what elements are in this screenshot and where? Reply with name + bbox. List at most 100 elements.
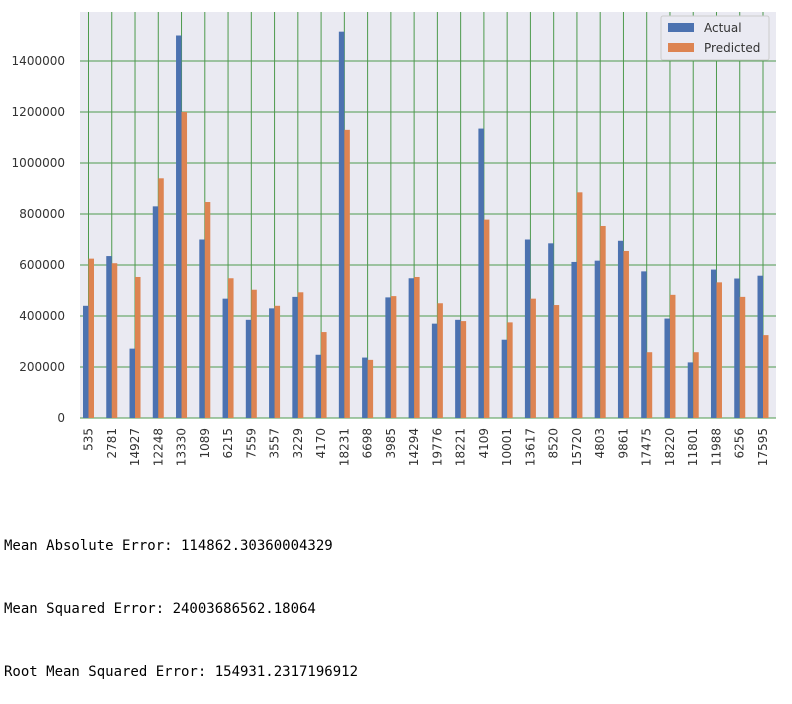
metrics-output: Mean Absolute Error: 114862.30360004329 …: [4, 494, 358, 704]
root-mean-squared-error: Root Mean Squared Error: 154931.23171969…: [4, 664, 359, 680]
y-tick-label: 1200000: [12, 105, 65, 119]
x-tick-label: 7559: [244, 428, 258, 459]
x-tick-label: 17475: [640, 428, 654, 466]
x-tick-label: 14927: [128, 428, 142, 466]
bar-predicted-6215: [228, 278, 234, 418]
bar-predicted-14294: [414, 276, 420, 418]
bar-predicted-4170: [321, 332, 327, 418]
x-tick-label: 15720: [570, 428, 584, 466]
bar-actual-17595: [757, 275, 763, 418]
bar-actual-3985: [385, 297, 391, 418]
plot-background: [80, 12, 776, 418]
bar-predicted-3229: [297, 292, 304, 418]
bar-actual-6256: [734, 278, 740, 418]
y-axis-ticks: 0 200000 400000 600000 800000 1000000 1200000 1…: [12, 54, 65, 425]
y-tick-label: 200000: [19, 360, 65, 374]
bar-predicted-18231: [344, 129, 350, 418]
bar-actual-7559: [245, 319, 252, 418]
bar-predicted-8520: [553, 305, 560, 418]
x-tick-label: 535: [82, 428, 96, 451]
bar-actual-13330: [176, 35, 182, 418]
bar-predicted-11801: [693, 352, 699, 418]
x-tick-label: 13617: [523, 428, 537, 466]
bar-actual-6215: [222, 298, 229, 418]
y-tick-label: 1400000: [12, 54, 65, 68]
mean-squared-error: Mean Squared Error: 24003686562.18064: [4, 601, 316, 617]
bar-actual-12248: [152, 206, 159, 418]
x-tick-label: 4170: [314, 428, 328, 459]
bar-predicted-19776: [437, 303, 443, 418]
bar-actual-4170: [315, 354, 322, 418]
bar-actual-3557: [269, 308, 275, 418]
x-tick-label: 19776: [430, 428, 444, 466]
bar-actual-6698: [362, 357, 368, 418]
bar-predicted-2781: [111, 263, 118, 418]
bar-predicted-3557: [274, 305, 281, 418]
bar-actual-11801: [687, 362, 694, 418]
bar-predicted-14927: [135, 276, 141, 418]
x-tick-label: 14294: [407, 428, 421, 466]
bar-predicted-4803: [600, 225, 606, 418]
bar-actual-9861: [617, 240, 624, 418]
x-tick-label: 18231: [337, 428, 351, 466]
bar-actual-11988: [710, 269, 717, 418]
bar-actual-4109: [478, 128, 484, 418]
x-tick-label: 4803: [593, 428, 607, 459]
bar-predicted-18220: [669, 294, 676, 418]
x-tick-label: 6256: [733, 428, 747, 459]
x-tick-label: 3557: [268, 428, 282, 459]
bar-actual-8520: [548, 243, 554, 418]
x-tick-label: 10001: [500, 428, 514, 466]
x-tick-label: 1089: [198, 428, 212, 459]
bar-actual-15720: [571, 261, 577, 418]
bar-actual-3229: [292, 296, 298, 418]
bar-predicted-10001: [507, 322, 513, 418]
bar-predicted-18221: [460, 321, 467, 418]
legend-label-actual: Actual: [704, 21, 742, 35]
x-tick-label: 13330: [175, 428, 189, 466]
bar-predicted-13330: [181, 112, 188, 418]
bar-actual-18231: [338, 31, 345, 419]
bar-actual-19776: [431, 323, 438, 418]
y-tick-label: 400000: [19, 309, 65, 323]
legend: Actual Predicted: [660, 15, 770, 61]
bar-predicted-6256: [739, 296, 746, 418]
bar-predicted-17595: [763, 335, 769, 418]
bar-actual-10001: [501, 339, 508, 418]
x-tick-label: 3985: [384, 428, 398, 459]
x-tick-label: 11988: [709, 428, 723, 466]
bar-predicted-6698: [367, 359, 374, 418]
x-tick-label: 12248: [151, 428, 165, 466]
x-tick-label: 6698: [361, 428, 375, 459]
x-tick-label: 18220: [663, 428, 677, 466]
x-tick-label: 4109: [477, 428, 491, 459]
bar-predicted-3985: [390, 296, 397, 418]
bar-predicted-15720: [576, 192, 583, 418]
bar-actual-17475: [641, 271, 647, 418]
legend-swatch-actual: [668, 23, 694, 32]
bar-predicted-535: [88, 258, 94, 418]
bar-actual-535: [83, 305, 89, 418]
bar-actual-13617: [524, 239, 531, 418]
x-tick-label: 6215: [221, 428, 235, 459]
bar-predicted-1089: [204, 202, 211, 418]
x-tick-label: 3229: [291, 428, 305, 459]
bar-predicted-9861: [623, 250, 629, 418]
mean-absolute-error: Mean Absolute Error: 114862.30360004329: [4, 538, 333, 554]
x-tick-label: 17595: [756, 428, 770, 466]
bar-actual-18220: [664, 318, 670, 418]
bar-predicted-13617: [530, 298, 536, 418]
legend-swatch-predicted: [668, 43, 694, 52]
x-tick-label: 9861: [616, 428, 630, 459]
bar-actual-18221: [455, 319, 461, 418]
bar-predicted-4109: [483, 219, 490, 418]
y-tick-label: 800000: [19, 207, 65, 221]
bar-actual-2781: [106, 256, 112, 418]
x-axis-ticks: 535 2781 14927 12248 13330 1089 6215 7559 3557 32…: [82, 428, 771, 466]
bars: [83, 31, 769, 419]
y-tick-label: 0: [57, 411, 65, 425]
x-tick-label: 2781: [105, 428, 119, 459]
bar-predicted-11988: [716, 282, 722, 418]
bar-actual-1089: [199, 239, 205, 418]
y-tick-label: 600000: [19, 258, 65, 272]
